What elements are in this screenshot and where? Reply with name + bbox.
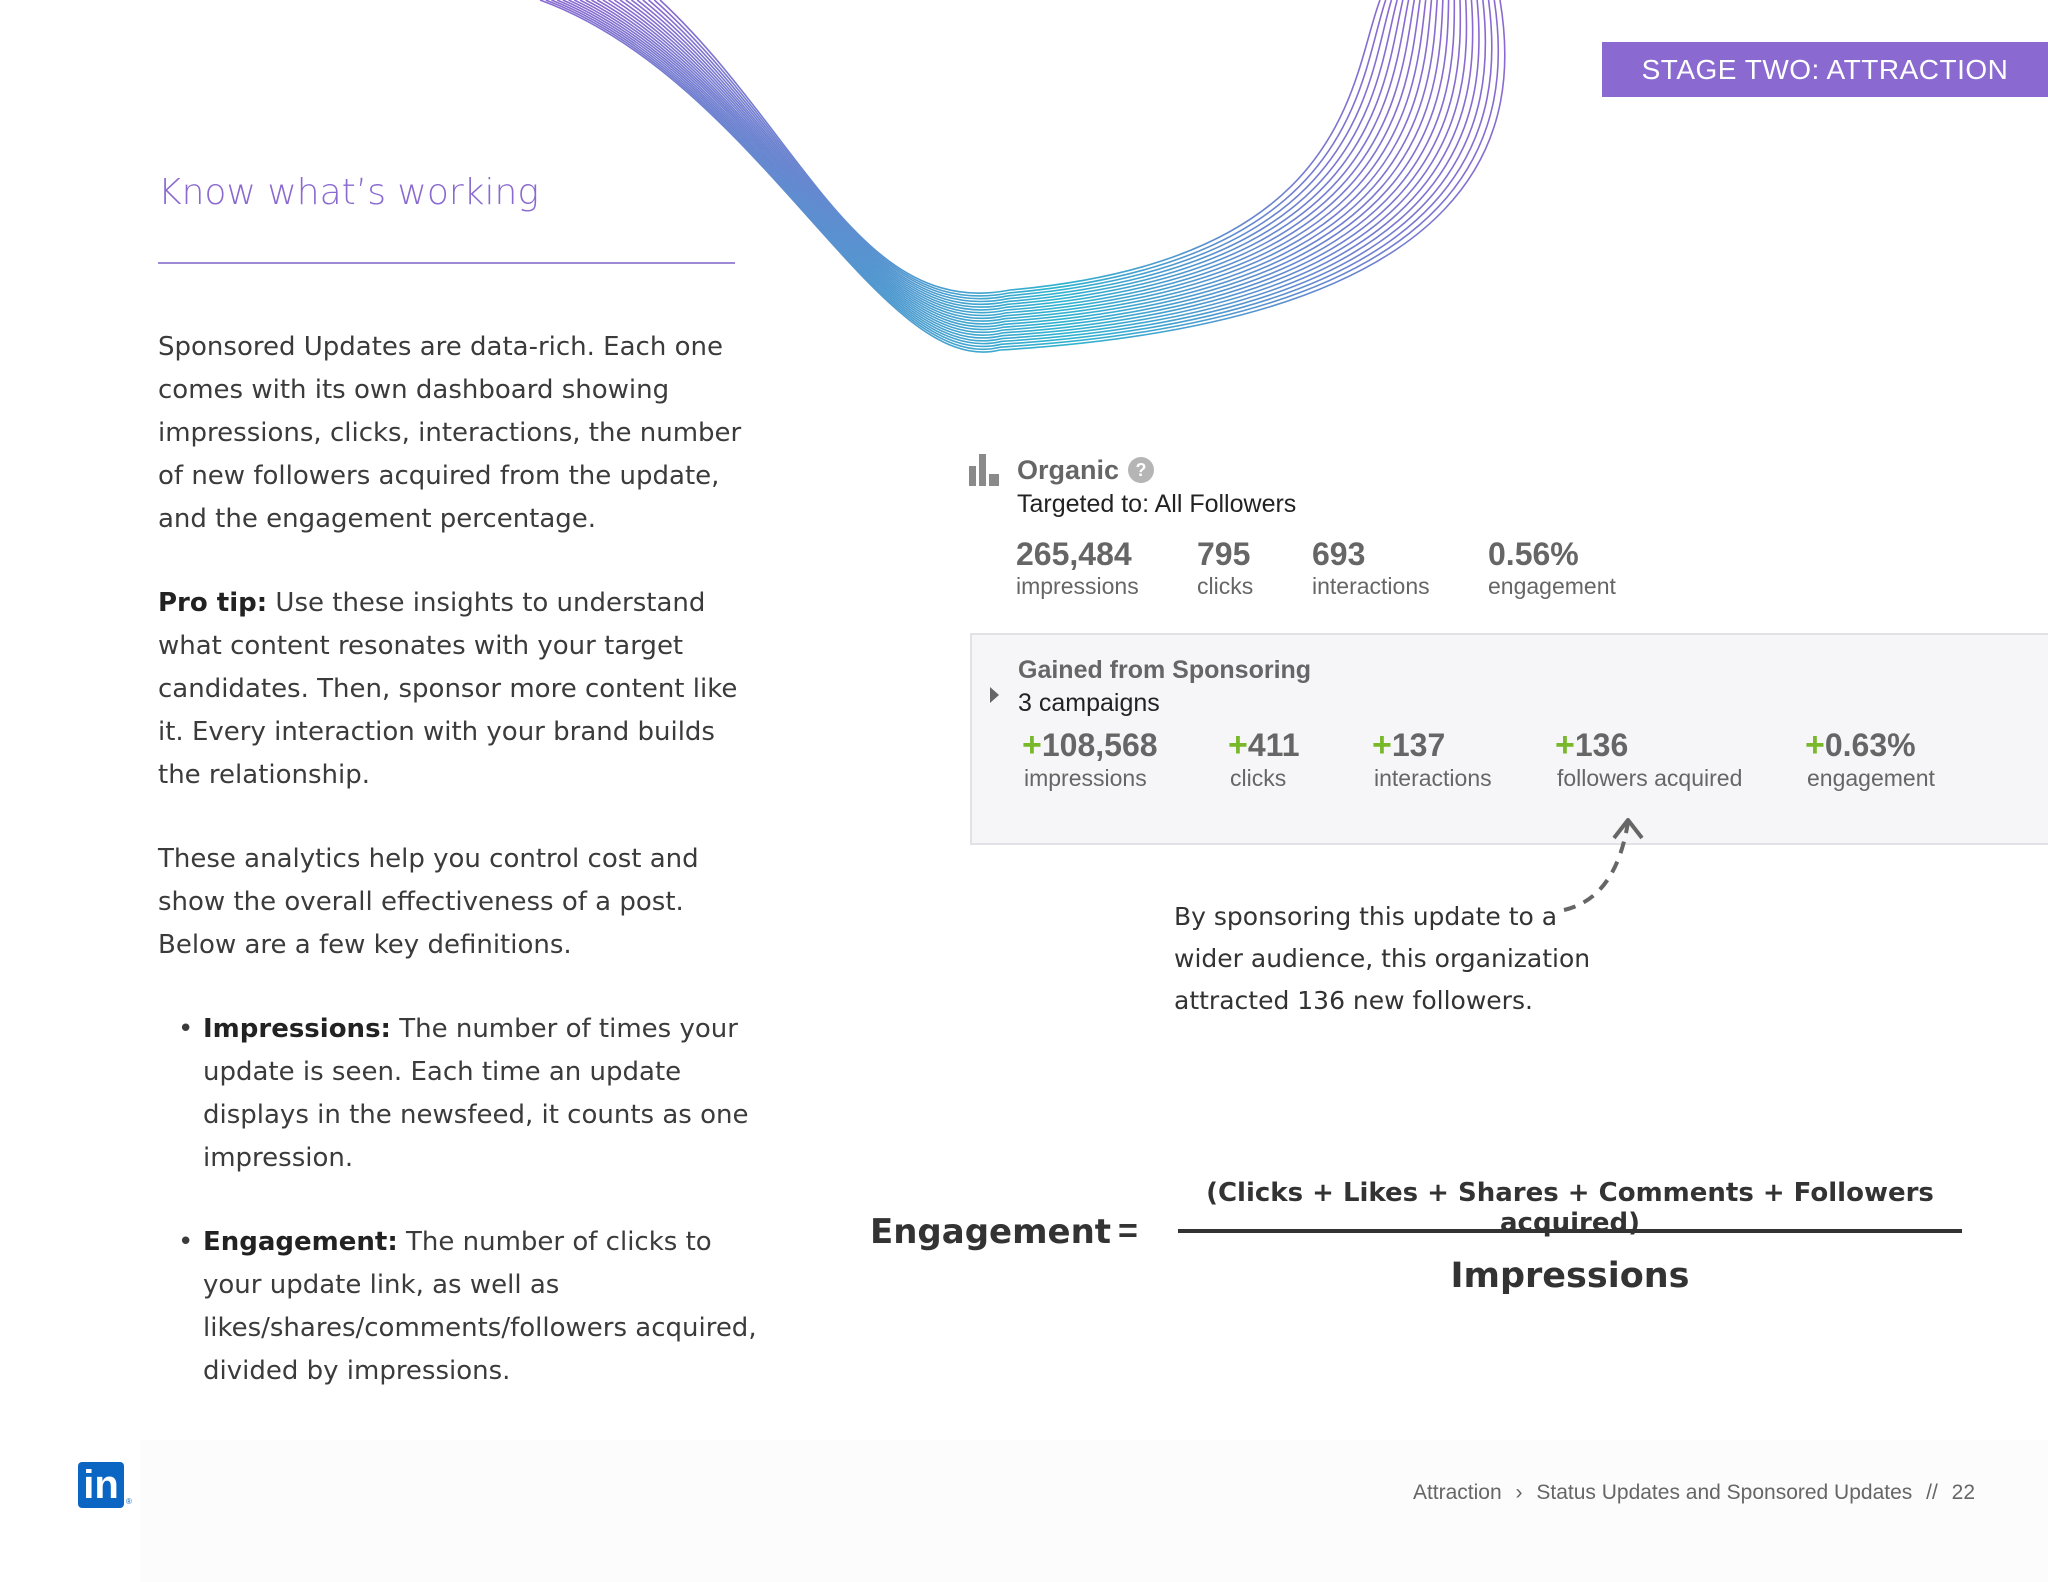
breadcrumb-status-updates[interactable]: Status Updates and Sponsored Updates <box>1536 1481 1913 1504</box>
breadcrumb-attraction[interactable]: Attraction <box>1412 1481 1502 1504</box>
plus-icon: + <box>1228 726 1248 764</box>
metric-value: 136 <box>1574 727 1629 763</box>
analytics-text: These analytics help you control cost an… <box>158 844 699 960</box>
metric-value: 108,568 <box>1041 727 1158 763</box>
swirl-line <box>573 0 1468 336</box>
bullet-dot: • <box>178 1014 194 1044</box>
swirl-line <box>659 0 1381 294</box>
sponsored-metric-clicks: +411 clicks <box>1228 726 1299 792</box>
metric-label: engagement <box>1807 765 1935 791</box>
sponsored-panel <box>970 633 2048 845</box>
page-separator: // <box>1926 1481 1938 1504</box>
bullet-impressions-text: Impressions: The number of times your up… <box>203 1008 763 1180</box>
sponsored-metric-followers: +136 followers acquired <box>1555 726 1742 792</box>
swirl-line <box>602 0 1438 322</box>
bullet-impressions-body: The number of times your update is seen.… <box>203 1014 749 1173</box>
metric-value: 0.56% <box>1488 536 1579 572</box>
pro-tip-body: Use these insights to understand what co… <box>158 588 738 790</box>
organic-metric-clicks: 795 clicks <box>1197 536 1253 600</box>
swirl-line <box>551 0 1493 348</box>
organic-title: Organic <box>1017 455 1120 485</box>
swirl-line <box>625 0 1416 311</box>
organic-metric-engagement: 0.56% engagement <box>1488 536 1616 600</box>
metric-label: impressions <box>1024 765 1147 791</box>
page-heading: Know what’s working <box>158 172 539 213</box>
sponsored-metric-engagement: +0.63% engagement <box>1805 726 1935 792</box>
metric-value: 0.63% <box>1824 727 1916 763</box>
swirl-line <box>585 0 1456 331</box>
metric-label: followers acquired <box>1557 765 1743 791</box>
equation-lhs: Engagement <box>870 1212 1112 1252</box>
sponsored-metric-impressions: +108,568 impressions <box>1022 726 1158 792</box>
sponsored-title: Gained from Sponsoring <box>1018 656 1312 684</box>
callout-text: By sponsoring this update to a wider aud… <box>1174 902 1591 1015</box>
pro-tip-paragraph: Pro tip: Use these insights to understan… <box>158 582 758 797</box>
stage-banner: STAGE TWO: ATTRACTION <box>1602 42 2048 97</box>
swirl-line <box>648 0 1393 300</box>
metric-label: engagement <box>1488 573 1616 599</box>
help-icon[interactable]: ? <box>1128 457 1154 483</box>
dashed-arrow-icon <box>1563 818 1644 912</box>
registered-mark: ® <box>126 1497 132 1506</box>
swirl-line <box>630 0 1410 308</box>
plus-icon: + <box>1372 726 1392 764</box>
intro-text: Sponsored Updates are data-rich. Each on… <box>158 332 742 534</box>
chevron-right-icon: › <box>1515 1481 1523 1504</box>
footer-band <box>140 1440 2048 1582</box>
metric-label: interactions <box>1312 573 1430 599</box>
bullet-dot: • <box>178 1227 194 1257</box>
bullet-engagement-body: The number of clicks to your update link… <box>203 1227 757 1386</box>
intro-paragraph: Sponsored Updates are data-rich. Each on… <box>158 326 758 541</box>
footer-breadcrumb: Attraction › Status Updates and Sponsore… <box>1000 1481 1975 1505</box>
swirl-line <box>636 0 1404 305</box>
metric-value: 693 <box>1312 536 1366 572</box>
fraction-bar <box>1178 1229 1962 1233</box>
sponsored-campaigns[interactable]: 3 campaigns <box>1018 689 1160 717</box>
equation-equals: = <box>1118 1212 1138 1250</box>
swirl-line <box>591 0 1450 328</box>
swirl-line <box>608 0 1433 319</box>
heading-divider <box>158 262 735 264</box>
sponsored-metric-interactions: +137 interactions <box>1372 726 1492 792</box>
swirl-line <box>653 0 1387 297</box>
bar-chart-icon <box>969 454 999 486</box>
page-number: 22 <box>1951 1481 1975 1504</box>
swirl-line <box>556 0 1487 345</box>
swirl-line <box>619 0 1421 314</box>
swirl-line <box>613 0 1427 317</box>
metric-label: clicks <box>1197 573 1254 599</box>
bullet-engagement-label: Engagement: <box>203 1227 398 1257</box>
metric-label: interactions <box>1374 765 1492 791</box>
swirl-line <box>562 0 1480 342</box>
swirl-line <box>545 0 1500 350</box>
swirl-line <box>642 0 1398 303</box>
swirl-line <box>579 0 1462 333</box>
pro-tip-label: Pro tip: <box>158 588 268 618</box>
bullet-engagement: • Engagement: The number of clicks to yo… <box>158 1221 758 1401</box>
analytics-paragraph: These analytics help you control cost an… <box>158 838 758 967</box>
organic-metric-impressions: 265,484 impressions <box>1016 536 1139 600</box>
plus-icon: + <box>1805 726 1825 764</box>
metric-label: impressions <box>1016 573 1139 599</box>
organic-metric-interactions: 693 interactions <box>1312 536 1430 600</box>
metric-value: 795 <box>1197 536 1251 572</box>
equation-denominator: Impressions <box>1450 1256 1690 1296</box>
swirl-line <box>568 0 1474 339</box>
plus-icon: + <box>1555 726 1575 764</box>
equation-numerator: (Clicks + Likes + Shares + Comments + Fo… <box>1206 1178 1934 1238</box>
metric-label: clicks <box>1230 765 1287 791</box>
plus-icon: + <box>1022 726 1042 764</box>
bullet-impressions-label: Impressions: <box>203 1014 391 1044</box>
bullet-impressions: • Impressions: The number of times your … <box>158 1008 758 1188</box>
bullet-engagement-text: Engagement: The number of clicks to your… <box>203 1221 763 1393</box>
expand-caret-icon[interactable] <box>990 687 999 703</box>
organic-targeted: Targeted to: All Followers <box>1017 490 1297 518</box>
swirl-line <box>539 0 1506 353</box>
metric-value: 411 <box>1247 727 1300 763</box>
swirl-line <box>596 0 1444 325</box>
linkedin-logo[interactable]: in <box>78 1462 124 1508</box>
metric-value: 265,484 <box>1016 536 1132 572</box>
pro-tip-text: Pro tip: Use these insights to understan… <box>158 582 758 797</box>
metric-value: 137 <box>1391 727 1446 763</box>
